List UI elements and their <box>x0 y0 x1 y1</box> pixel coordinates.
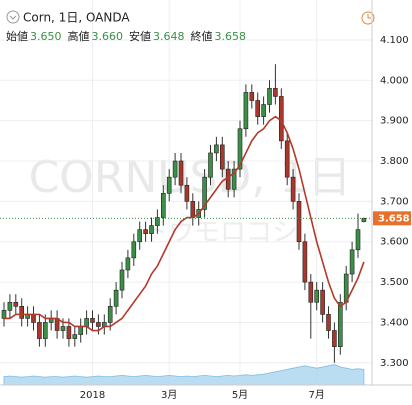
candle-body <box>332 330 337 347</box>
candle-body <box>78 326 83 335</box>
candle-body <box>42 322 48 339</box>
candle-body <box>184 184 190 202</box>
candle-body <box>66 326 72 339</box>
ohlc-label: 始値 <box>6 29 28 43</box>
candle-body <box>255 100 260 117</box>
chart-title: Corn, 1日, OANDA <box>23 11 130 25</box>
y-tick-label: 4.100 <box>380 35 409 46</box>
candle-body <box>96 322 101 327</box>
candle-body <box>320 289 325 315</box>
candle-body <box>231 168 237 190</box>
ohlc-label: 高値 <box>68 29 90 43</box>
candle-body <box>326 314 331 331</box>
candle-body <box>237 128 243 170</box>
candle-body <box>37 322 42 339</box>
candle-body <box>267 88 272 105</box>
candle-body <box>249 92 255 101</box>
candle-body <box>1 310 7 319</box>
candle-body <box>113 289 119 307</box>
collapse-arrow <box>9 15 17 20</box>
last-price-box <box>373 211 411 226</box>
candle-body <box>166 176 172 194</box>
candle-body <box>208 152 213 178</box>
candle-body <box>161 193 166 218</box>
y-tick-label: 3.500 <box>380 277 409 288</box>
volume-area <box>3 364 365 386</box>
ohlc-value: 3.658 <box>215 30 247 43</box>
candle-body <box>178 160 184 186</box>
candle-body <box>243 92 249 130</box>
y-tick-label: 3.400 <box>380 317 409 328</box>
candle-body <box>72 334 78 339</box>
candle-body <box>355 229 361 251</box>
ohlc-label: 安値 <box>129 29 151 43</box>
candle-body <box>119 269 125 291</box>
y-tick-label: 3.900 <box>380 116 409 127</box>
candle-body <box>107 306 113 323</box>
candle-body <box>349 249 355 275</box>
y-tick-label: 4.000 <box>380 75 409 86</box>
candle-body <box>314 289 320 303</box>
candle-body <box>190 201 196 218</box>
candle-body <box>302 241 308 283</box>
candle-body <box>296 201 302 243</box>
candle-body <box>155 217 160 226</box>
candle-body <box>225 168 231 190</box>
ohlc-label: 終値 <box>191 29 213 43</box>
x-tick-label: 5月 <box>232 389 248 401</box>
candle-body <box>278 96 284 142</box>
x-tick-label: 7月 <box>309 389 325 401</box>
ohlc-value: 3.660 <box>92 30 124 43</box>
moving-average <box>4 115 365 332</box>
ohlc-value: 3.650 <box>30 30 62 43</box>
y-tick-label: 3.700 <box>380 196 409 207</box>
candle-body <box>284 140 290 178</box>
y-tick-label: 3.800 <box>380 156 409 167</box>
candle-body <box>202 176 207 210</box>
clock-hands <box>367 14 371 19</box>
watermark-main: CORNUSD, 1日 <box>29 152 352 203</box>
candle-body <box>290 176 296 202</box>
candle-body <box>337 301 343 347</box>
candle-body <box>84 318 89 327</box>
candle-body <box>308 281 314 303</box>
watermark-sub: トウモロコシ <box>142 218 298 248</box>
candle-body <box>172 160 178 178</box>
clock-icon[interactable] <box>361 11 375 25</box>
ohlc-value: 3.648 <box>153 30 185 43</box>
candle-body <box>7 301 13 311</box>
candle-body <box>13 301 19 307</box>
candle-body <box>261 104 266 117</box>
candle-body <box>143 229 148 234</box>
candle-body <box>149 225 154 234</box>
x-tick-label: 2018 <box>80 390 105 401</box>
header: Corn, 1日, OANDA <box>6 10 375 25</box>
candle-body <box>273 88 278 97</box>
last-price-label: 3.658 <box>378 213 410 224</box>
candle-body <box>90 318 95 323</box>
x-tick-label: 3月 <box>161 389 177 401</box>
candle-body <box>31 314 36 323</box>
candle-body <box>125 257 131 271</box>
candle-body <box>60 326 66 331</box>
collapse-icon[interactable] <box>6 10 20 24</box>
candle-body <box>137 229 142 243</box>
y-tick-label: 3.300 <box>380 358 409 369</box>
y-tick-label: 3.600 <box>380 237 409 248</box>
candle-body <box>214 144 219 154</box>
candle-body <box>19 306 25 319</box>
candle-body <box>220 144 225 170</box>
candle-body <box>131 241 137 259</box>
